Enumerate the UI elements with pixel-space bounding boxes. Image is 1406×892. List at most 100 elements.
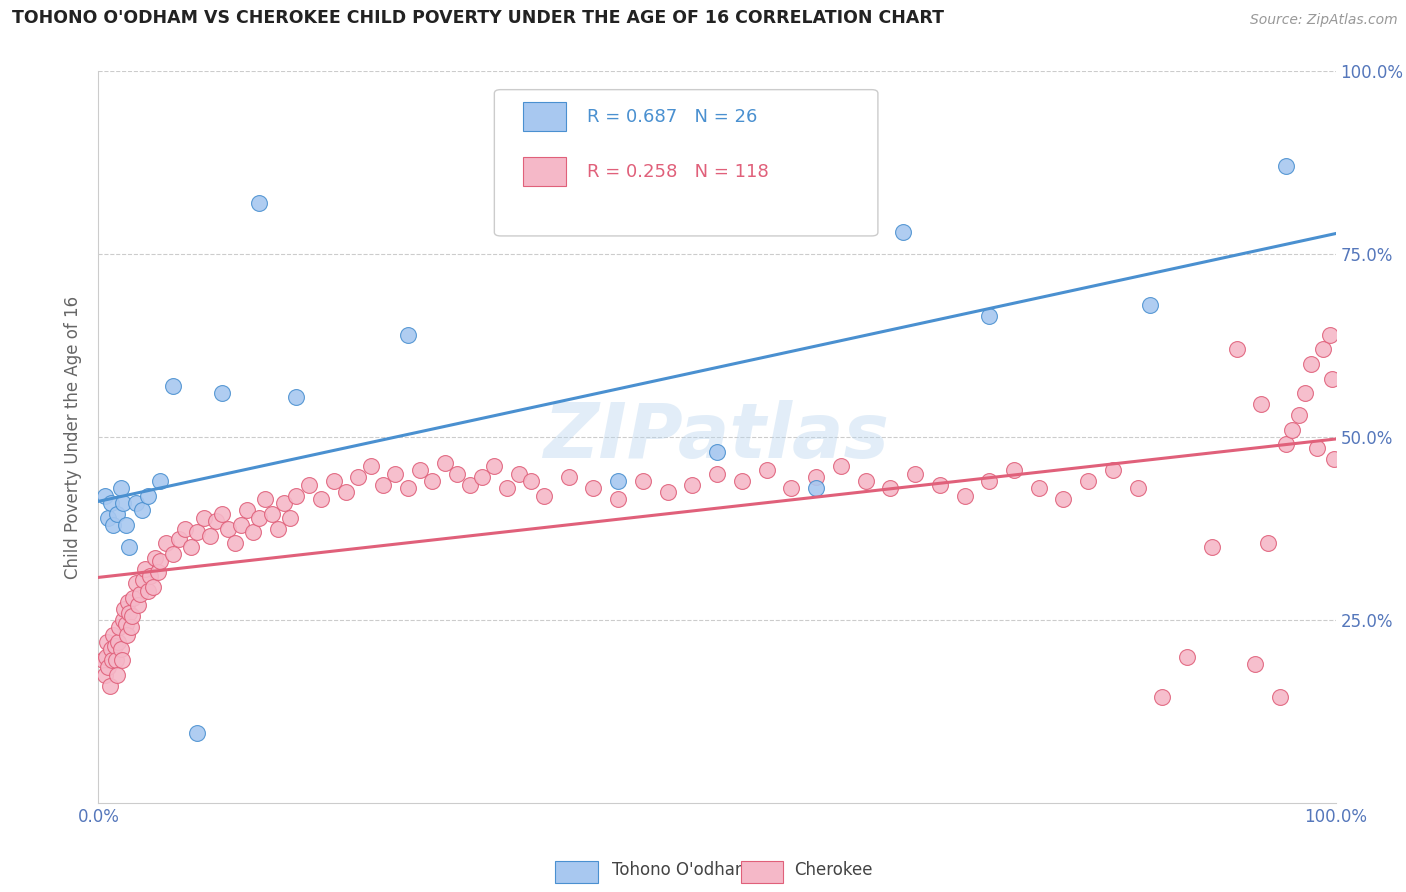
Point xyxy=(273,496,295,510)
Point xyxy=(162,379,184,393)
Point xyxy=(557,470,579,484)
Point xyxy=(1323,452,1346,467)
Point xyxy=(260,507,283,521)
Point xyxy=(139,569,162,583)
Point xyxy=(706,467,728,481)
Point xyxy=(174,521,197,535)
Point xyxy=(127,599,149,613)
Point xyxy=(93,489,115,503)
Point xyxy=(146,566,169,580)
Point xyxy=(360,459,382,474)
Point xyxy=(114,517,136,532)
Point xyxy=(134,562,156,576)
Point xyxy=(1002,463,1025,477)
Point xyxy=(879,481,901,495)
Point xyxy=(891,225,914,239)
Point xyxy=(149,554,172,568)
Point xyxy=(631,474,654,488)
Point xyxy=(104,653,127,667)
Point xyxy=(107,635,129,649)
Point xyxy=(229,517,252,532)
Point xyxy=(1126,481,1149,495)
Point xyxy=(422,474,444,488)
Text: TOHONO O'ODHAM VS CHEROKEE CHILD POVERTY UNDER THE AGE OF 16 CORRELATION CHART: TOHONO O'ODHAM VS CHEROKEE CHILD POVERTY… xyxy=(11,10,943,28)
Point xyxy=(118,606,141,620)
Point xyxy=(607,474,630,488)
FancyBboxPatch shape xyxy=(523,157,567,186)
Point xyxy=(132,573,155,587)
Point xyxy=(93,667,115,681)
Point xyxy=(1299,357,1322,371)
Point xyxy=(755,463,778,477)
Point xyxy=(236,503,259,517)
Point xyxy=(396,481,419,495)
Point xyxy=(706,444,728,458)
Point xyxy=(105,667,128,681)
Point xyxy=(193,510,215,524)
Point xyxy=(804,481,827,495)
Point xyxy=(1077,474,1099,488)
Text: R = 0.687   N = 26: R = 0.687 N = 26 xyxy=(588,108,758,126)
Point xyxy=(1244,657,1267,671)
Text: R = 0.258   N = 118: R = 0.258 N = 118 xyxy=(588,162,769,180)
Point xyxy=(254,492,277,507)
Point xyxy=(149,474,172,488)
Point xyxy=(1275,160,1298,174)
Point xyxy=(117,594,139,608)
Point xyxy=(657,485,679,500)
Point xyxy=(103,639,125,653)
Point xyxy=(1257,536,1279,550)
Point xyxy=(830,459,852,474)
Point xyxy=(433,456,456,470)
Point xyxy=(198,529,221,543)
Point xyxy=(458,477,481,491)
Point xyxy=(112,496,135,510)
Point xyxy=(186,726,208,740)
Point xyxy=(98,679,121,693)
Point xyxy=(396,327,419,342)
Point xyxy=(495,481,517,495)
Point xyxy=(285,489,308,503)
Y-axis label: Child Poverty Under the Age of 16: Child Poverty Under the Age of 16 xyxy=(65,295,83,579)
Point xyxy=(93,653,115,667)
Point xyxy=(112,602,135,616)
Point xyxy=(1275,437,1298,451)
Point xyxy=(681,477,703,491)
Point xyxy=(129,587,152,601)
Point xyxy=(1294,386,1316,401)
Text: ZIPatlas: ZIPatlas xyxy=(544,401,890,474)
Point xyxy=(103,517,125,532)
Point xyxy=(247,196,270,211)
Point xyxy=(371,477,394,491)
Point xyxy=(180,540,202,554)
Point xyxy=(1226,343,1249,357)
Point xyxy=(114,616,136,631)
Point xyxy=(111,653,134,667)
Point xyxy=(1028,481,1050,495)
Point xyxy=(211,507,233,521)
Text: Tohono O'odham: Tohono O'odham xyxy=(612,861,751,879)
Point xyxy=(105,507,128,521)
Point xyxy=(471,470,494,484)
Point xyxy=(267,521,290,535)
Point xyxy=(1139,298,1161,312)
Point xyxy=(211,386,233,401)
Text: Source: ZipAtlas.com: Source: ZipAtlas.com xyxy=(1250,13,1398,28)
Point xyxy=(1319,327,1341,342)
Point xyxy=(97,660,120,674)
Point xyxy=(520,474,543,488)
Point xyxy=(110,481,132,495)
Point xyxy=(347,470,370,484)
Point xyxy=(217,521,239,535)
Point xyxy=(979,474,1001,488)
Point xyxy=(285,390,308,404)
Point xyxy=(97,510,120,524)
Point xyxy=(582,481,605,495)
Point xyxy=(143,550,166,565)
Point xyxy=(103,627,125,641)
Point xyxy=(124,496,146,510)
Point xyxy=(1102,463,1125,477)
Text: Cherokee: Cherokee xyxy=(794,861,873,879)
Point xyxy=(780,481,803,495)
Point xyxy=(1268,690,1291,704)
